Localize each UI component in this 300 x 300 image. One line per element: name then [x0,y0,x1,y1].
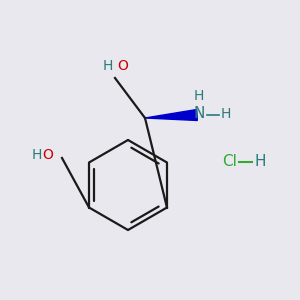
Text: H: H [194,89,204,103]
Text: O: O [42,148,53,162]
Text: H: H [32,148,42,162]
Text: N: N [193,106,205,122]
Text: Cl: Cl [222,154,237,169]
Polygon shape [145,110,197,121]
Text: H: H [103,59,113,73]
Text: H: H [221,107,231,121]
Text: O: O [117,59,128,73]
Text: H: H [254,154,266,169]
